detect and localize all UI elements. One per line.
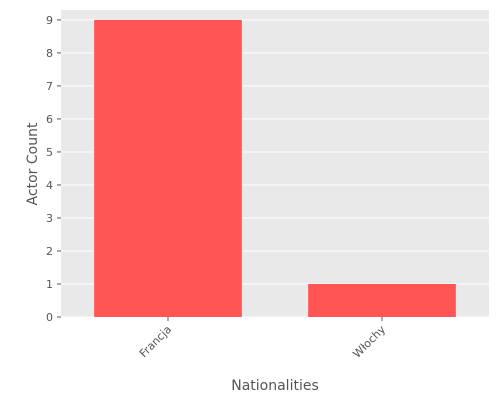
y-tick-label: 6 <box>46 113 53 126</box>
y-axis-title: Actor Count <box>25 122 41 205</box>
x-axis: Francja Włochy <box>137 317 388 361</box>
x-tick-label: Francja <box>137 323 174 360</box>
y-axis: 0 1 2 3 4 5 6 7 8 9 <box>46 14 61 324</box>
x-tick-label: Włochy <box>350 323 388 361</box>
y-tick-label: 7 <box>46 80 53 93</box>
y-tick-label: 3 <box>46 212 53 225</box>
y-tick-label: 4 <box>46 179 53 192</box>
y-tick-label: 9 <box>46 14 53 27</box>
y-tick-label: 2 <box>46 245 53 258</box>
x-axis-title: Nationalities <box>231 378 319 394</box>
y-tick-label: 5 <box>46 146 53 159</box>
bars <box>94 19 456 317</box>
y-tick-label: 1 <box>46 278 53 291</box>
y-tick-label: 8 <box>46 47 53 60</box>
y-tick-label: 0 <box>46 311 53 324</box>
bar-włochy <box>308 283 456 317</box>
bar-francja <box>94 19 242 317</box>
